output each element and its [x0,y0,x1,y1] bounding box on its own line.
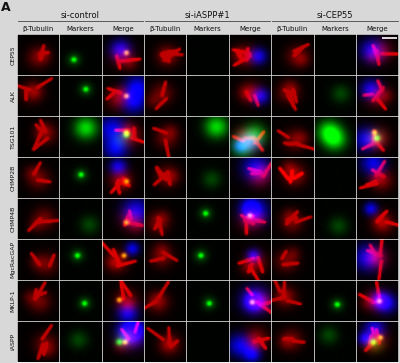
Text: Markers: Markers [321,25,349,32]
Text: si-CEP55: si-CEP55 [316,11,353,20]
Text: iASPP: iASPP [10,333,16,350]
Text: si-control: si-control [61,11,100,20]
Text: A: A [1,1,10,14]
Text: si-iASPP#1: si-iASPP#1 [185,11,230,20]
Text: Merge: Merge [366,25,388,32]
Text: TSG101: TSG101 [10,125,16,149]
Text: Markers: Markers [66,25,94,32]
Text: MgcRacGAP: MgcRacGAP [10,241,16,278]
Text: β-Tubulin: β-Tubulin [277,25,308,32]
Text: Merge: Merge [112,25,134,32]
Text: β-Tubulin: β-Tubulin [22,25,54,32]
Text: Merge: Merge [239,25,261,32]
Text: β-Tubulin: β-Tubulin [150,25,181,32]
Text: CEP55: CEP55 [10,45,16,65]
Text: MKLP-1: MKLP-1 [10,289,16,311]
Text: ALK: ALK [10,90,16,102]
Text: CHMP4B: CHMP4B [10,205,16,232]
Text: CHMP2B: CHMP2B [10,164,16,191]
Text: Markers: Markers [194,25,222,32]
